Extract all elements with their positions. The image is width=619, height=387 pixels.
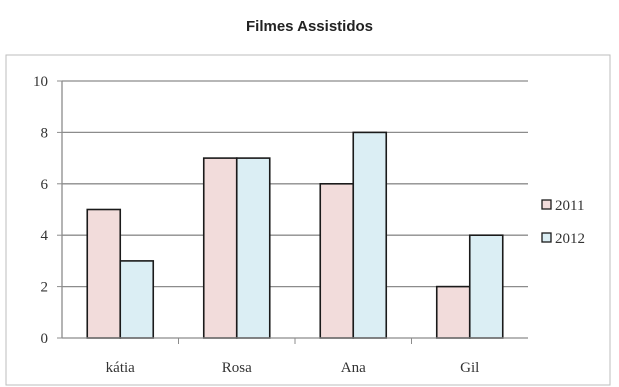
x-tick-label: Gil [460, 360, 479, 376]
bar-2012-ana [352, 131, 388, 339]
bar-2011-ana [319, 183, 355, 339]
legend: 2011 2012 [541, 198, 585, 247]
legend-label-2011: 2011 [555, 198, 584, 214]
legend-swatch-2012 [541, 232, 552, 243]
bar-2012-kátia [119, 260, 155, 339]
y-tick-label: 6 [41, 177, 49, 193]
bar-2012-rosa [235, 157, 271, 339]
legend-label-2012: 2012 [555, 231, 585, 247]
bar-2012-gil [468, 234, 504, 339]
y-tick-label: 4 [41, 228, 49, 244]
bar-2011-gil [435, 285, 471, 339]
bar-2011-kátia [86, 208, 122, 339]
chart-frame [5, 54, 611, 386]
bar-2011-rosa [202, 157, 238, 339]
y-tick-label: 10 [33, 74, 48, 90]
legend-swatch-2011 [541, 199, 552, 210]
y-tick-label: 2 [41, 280, 49, 296]
x-tick-label: Rosa [222, 360, 252, 376]
axes [57, 80, 528, 344]
gridlines [62, 80, 528, 288]
x-tick-label: kátia [106, 360, 135, 376]
x-tick-label: Ana [341, 360, 366, 376]
bars [86, 131, 504, 339]
x-tick-labels: kátia Rosa Ana Gil [106, 360, 480, 376]
chart-title: Filmes Assistidos [246, 18, 373, 35]
y-tick-label: 8 [41, 125, 49, 141]
y-tick-labels: 0 2 4 6 8 10 [33, 74, 49, 347]
y-tick-label: 0 [41, 331, 49, 347]
